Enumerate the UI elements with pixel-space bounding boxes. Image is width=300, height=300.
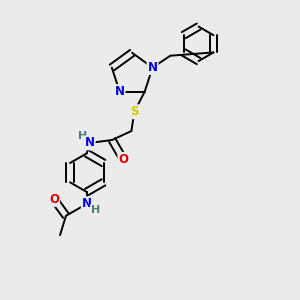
Text: N: N bbox=[82, 197, 92, 210]
Text: S: S bbox=[130, 105, 139, 118]
Text: H: H bbox=[78, 130, 87, 140]
Text: N: N bbox=[148, 61, 158, 74]
Text: H: H bbox=[91, 205, 100, 215]
Text: N: N bbox=[115, 85, 124, 98]
Text: N: N bbox=[85, 136, 95, 149]
Text: O: O bbox=[49, 193, 59, 206]
Text: O: O bbox=[118, 153, 128, 166]
